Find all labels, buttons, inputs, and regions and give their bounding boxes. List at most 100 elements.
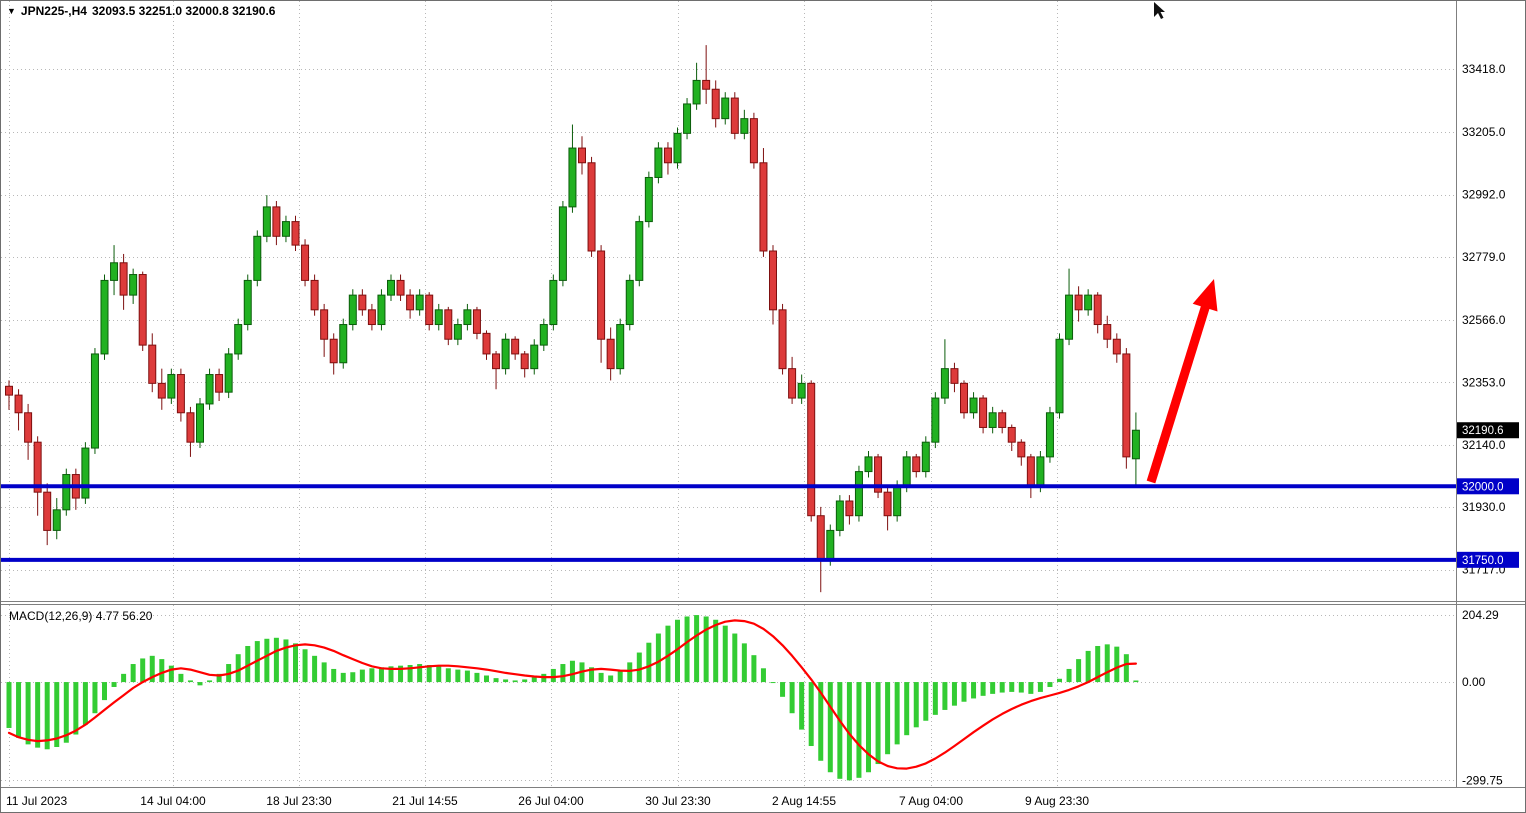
candle: [740, 109, 749, 140]
macd-bar: [417, 664, 423, 683]
candle: [730, 92, 739, 140]
macd-bar: [369, 668, 375, 683]
candle: [663, 142, 672, 175]
macd-bar: [25, 682, 31, 745]
macd-bar: [522, 679, 528, 683]
candle: [62, 468, 71, 516]
chart-legend: ▼ JPN225-,H4 32093.5 32251.0 32000.8 321…: [7, 4, 275, 18]
price-axis-label: 32353.0: [1462, 375, 1506, 389]
price-axis-label: 33205.0: [1462, 125, 1506, 139]
candle: [778, 303, 787, 375]
macd-bar: [703, 616, 709, 683]
macd-bar: [646, 642, 652, 683]
macd-bar: [560, 664, 566, 683]
macd-bar: [388, 666, 394, 683]
macd-bar: [216, 673, 222, 683]
candle: [1045, 406, 1054, 463]
macd-bar: [655, 633, 661, 683]
macd-bar: [235, 654, 241, 683]
candle: [625, 274, 634, 331]
macd-bar: [426, 665, 432, 683]
candle: [1122, 348, 1131, 469]
candle: [52, 498, 61, 540]
trend-arrow[interactable]: [1146, 279, 1218, 484]
macd-bar: [121, 673, 127, 683]
candle: [807, 380, 816, 522]
macd-bar: [312, 655, 318, 683]
price-axis-label: 32140.0: [1462, 438, 1506, 452]
candle: [5, 380, 13, 410]
macd-bar: [54, 682, 60, 747]
price-tag: 32190.6: [1457, 422, 1519, 439]
candle: [387, 274, 395, 301]
candle: [835, 495, 844, 537]
mouse-cursor: [1154, 2, 1165, 19]
macd-bar: [35, 682, 41, 748]
macd-bar: [684, 616, 690, 683]
candle: [759, 148, 768, 257]
candle: [511, 336, 520, 360]
macd-bar: [885, 682, 891, 755]
macd-bar: [971, 682, 977, 699]
candle: [224, 348, 233, 399]
candle: [587, 156, 596, 257]
macd-bar: [264, 638, 270, 683]
macd-bar: [1123, 654, 1129, 683]
candle: [196, 398, 204, 449]
candle: [157, 368, 166, 410]
candle: [549, 274, 558, 331]
macd-bar: [999, 682, 1005, 693]
macd-bar: [1009, 682, 1015, 692]
macd-bar: [808, 682, 814, 747]
macd-bar: [102, 682, 107, 701]
time-axis-label: 9 Aug 23:30: [1025, 794, 1089, 808]
candle: [558, 201, 567, 287]
macd-bar: [904, 682, 910, 736]
macd-bar: [617, 670, 623, 683]
macd-bar: [92, 682, 98, 714]
candle: [969, 392, 978, 419]
candle: [797, 374, 806, 404]
symbol-dropdown-icon[interactable]: ▼: [7, 6, 16, 16]
macd-bar: [493, 678, 499, 683]
macd-bar: [827, 682, 833, 773]
candle: [301, 239, 310, 287]
candle: [931, 392, 940, 449]
candle: [33, 436, 42, 516]
macd-bar: [350, 672, 356, 683]
macd-bar: [44, 682, 50, 750]
price-axis-label: 31930.0: [1462, 500, 1506, 514]
macd-axis-label: -299.75: [1462, 773, 1503, 787]
macd-bar: [273, 637, 279, 683]
candle: [492, 351, 501, 390]
macd-signal-line: [7, 619, 1138, 770]
macd-bar: [951, 682, 957, 706]
macd-bar: [293, 643, 298, 683]
candle: [434, 303, 443, 331]
candle: [377, 289, 386, 331]
candle: [1017, 439, 1026, 466]
macd-bar: [73, 682, 79, 735]
macd-bar: [531, 677, 537, 683]
candle: [635, 215, 644, 287]
candle: [606, 327, 615, 381]
macd-bar: [407, 665, 413, 683]
time-axis-label: 26 Jul 04:00: [518, 794, 584, 808]
macd-bar: [187, 680, 193, 683]
macd-bar: [636, 652, 642, 683]
macd-bar: [760, 668, 766, 683]
price-tag-label: 31750.0: [1462, 555, 1504, 567]
candle: [654, 142, 663, 184]
macd-bar: [1133, 680, 1139, 683]
macd-bar: [302, 649, 308, 683]
candle: [721, 92, 730, 125]
candle: [358, 289, 367, 316]
candle: [644, 171, 653, 228]
candle: [912, 453, 921, 478]
macd-bar: [168, 665, 174, 683]
candle: [43, 483, 52, 546]
macd-bar: [713, 619, 719, 683]
candle: [243, 274, 252, 331]
price-tag: 31750.0: [1457, 551, 1519, 568]
